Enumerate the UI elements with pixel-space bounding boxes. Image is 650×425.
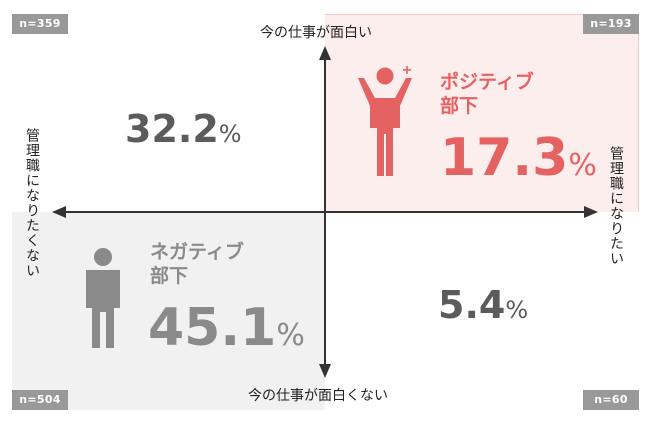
value-bottom-left: 45.1% [148,298,305,358]
arrow-right-icon [584,206,598,218]
standing-person-icon [86,248,120,348]
axis-label-right: 管理職になりたい [608,146,624,266]
arrow-down-icon [319,364,331,378]
axis-label-bottom: 今の仕事が面白くない [248,388,388,404]
value-bottom-right: 5.4% [438,283,529,327]
positive-group-title: ポジティブ 部下 [440,71,534,117]
axis-label-left: 管理職になりたくない [24,128,40,278]
n-badge-top-left: n=359 [12,14,68,34]
arrow-left-icon [52,206,66,218]
horizontal-axis [52,206,598,218]
n-badge-bottom-left: n=504 [12,390,68,410]
n-badge-top-right: n=193 [583,14,639,34]
arrow-up-icon [319,46,331,60]
value-top-right: 17.3% [440,128,597,188]
axis-label-top: 今の仕事が面白い [260,25,372,41]
cheering-person-icon [358,66,412,176]
value-top-left: 32.2% [125,107,242,151]
n-badge-bottom-right: n=60 [583,390,639,410]
quadrant-bottom-left-background [12,212,325,410]
negative-group-title: ネガティブ 部下 [150,241,244,287]
